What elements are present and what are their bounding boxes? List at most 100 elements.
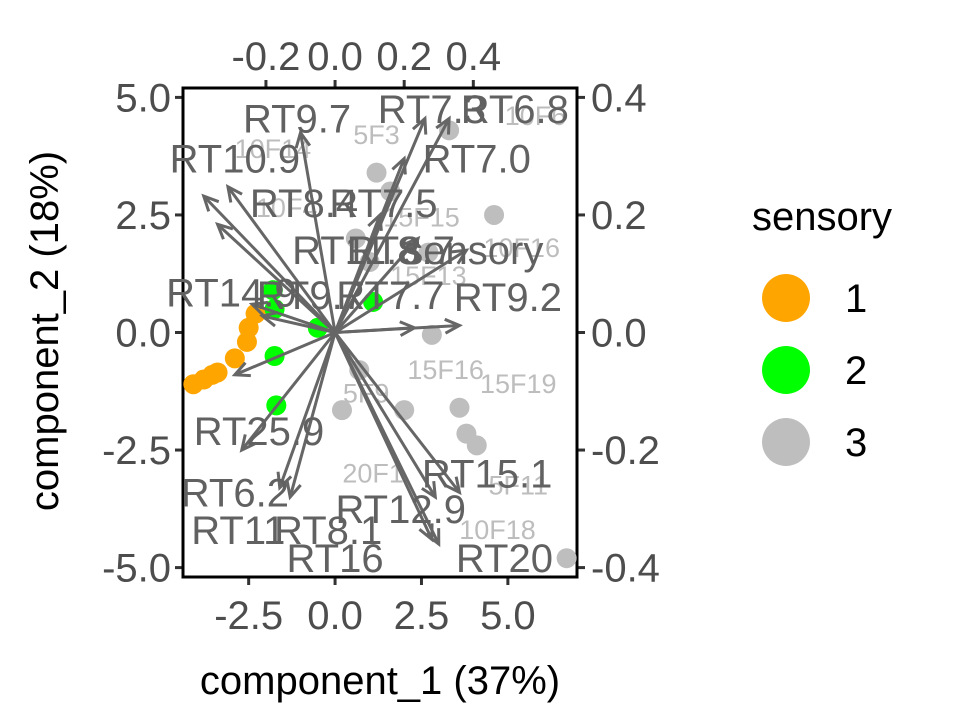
observation-label: 10F6 (505, 101, 567, 131)
right-tick-label: -0.2 (591, 429, 660, 473)
y-tick-label: -5.0 (102, 547, 171, 591)
variable-label: RT16 (287, 537, 384, 581)
y-tick-label: -2.5 (102, 429, 171, 473)
observation-label: 10F18 (459, 515, 536, 545)
x-tick-label: -2.5 (214, 594, 283, 638)
variable-label: RT8.4 (250, 182, 358, 226)
top-tick-label: 0.4 (446, 35, 502, 79)
bottom-axis-ticks: -2.5 0.0 2.5 5.0 (214, 577, 536, 638)
right-tick-label: 0.2 (591, 194, 647, 238)
variable-arrows (201, 115, 470, 548)
variable-label: sensory (403, 229, 543, 273)
loading-arrow (333, 331, 437, 498)
arrow-head (215, 222, 234, 240)
variable-label: RT8.1 (274, 509, 382, 553)
data-point (421, 324, 442, 345)
loading-arrow (288, 332, 337, 498)
right-tick-label: 0.4 (591, 76, 647, 120)
loading-arrow (216, 223, 337, 334)
x-tick-label: 0.0 (307, 594, 363, 638)
data-point (466, 435, 487, 456)
observation-label: 5F11 (488, 470, 548, 500)
data-point (207, 362, 228, 383)
variable-label: RT9.7 (257, 274, 365, 318)
arrow-head (276, 471, 293, 491)
arrow-head (239, 434, 257, 453)
data-point (366, 162, 387, 183)
right-tick-label: -0.4 (591, 547, 660, 591)
top-tick-label: -0.2 (231, 35, 300, 79)
top-tick-label: 0.0 (307, 35, 363, 79)
top-tick-label: 0.2 (376, 35, 432, 79)
variable-label: RT7.3 (378, 88, 486, 132)
variable-label: RT20 (456, 537, 553, 581)
y-tick-label: 2.5 (115, 194, 171, 238)
arrow-head (259, 310, 279, 328)
loading-arrow (278, 331, 337, 489)
arrow-head (225, 183, 243, 203)
arrow-head (391, 155, 407, 175)
loading-arrow (234, 331, 336, 377)
observation-label: 15F19 (480, 369, 557, 399)
variable-label: RT6.8 (461, 88, 569, 132)
variable-label: RT14.9 (166, 272, 296, 316)
x-axis-title: component_1 (37%) (200, 659, 560, 703)
variable-label: RT10.9 (170, 138, 300, 182)
legend: sensory 1 2 3 (752, 195, 892, 466)
loading-arrow (333, 331, 461, 494)
arrow-head (425, 528, 441, 548)
right-axis: -0.4 -0.2 0.0 0.2 0.4 (577, 76, 660, 591)
observation-label: 5F3 (353, 120, 400, 150)
arrow-head (402, 235, 421, 255)
arrow-head (231, 361, 251, 378)
top-axis: -0.2 0.0 0.2 0.4 (183, 35, 577, 90)
data-point (262, 280, 283, 301)
observation-label: 20F1 (342, 459, 404, 489)
legend-key-2 (762, 346, 810, 394)
variable-label: RT6.2 (181, 471, 289, 515)
right-tick-label: 0.0 (591, 312, 647, 356)
loading-arrow (251, 302, 336, 334)
variable-label: RT9.2 (454, 276, 562, 320)
legend-key-1 (762, 274, 810, 322)
variable-label: RT11 (191, 509, 285, 553)
variable-labels: RT9.7 RT7.3RT6.8RT7.0RT10.9RT8.4RT7.5RT11… (166, 88, 569, 581)
data-point (331, 400, 352, 421)
y-tick-label: 5.0 (115, 76, 171, 120)
variable-label: RT12.9 (336, 488, 466, 532)
legend-label: 1 (845, 277, 867, 321)
observation-label: 10F16 (483, 233, 560, 263)
legend-key-3 (762, 418, 810, 466)
loading-arrow (299, 132, 337, 333)
variable-label: RT15.1 (422, 453, 552, 497)
variable-label: RT7.7 (336, 274, 444, 318)
data-point (345, 228, 366, 249)
loading-arrow (334, 323, 460, 334)
arrow-head (294, 129, 312, 149)
data-point (556, 548, 577, 569)
data-point (484, 204, 505, 225)
x-tick-label: 5.0 (480, 594, 536, 638)
arrow-head (285, 481, 302, 501)
observation-points (183, 120, 577, 569)
variable-label: RT25.9 (194, 410, 324, 454)
y-axis-title: component_2 (18%) (23, 151, 67, 511)
variable-label: RT9.7 (243, 98, 351, 142)
data-point (449, 397, 470, 418)
observation-label: 15F16 (407, 355, 484, 385)
top-axis-ticks: -0.2 0.0 0.2 0.4 (231, 35, 501, 88)
variable-label: RT7.0 (423, 138, 531, 182)
legend-label: 2 (845, 349, 867, 393)
loading-arrow (240, 331, 337, 451)
plot-panel (181, 86, 579, 579)
data-point (224, 348, 245, 369)
arrow-head (444, 476, 462, 496)
arrow-head (367, 211, 383, 232)
variable-label: RT8.7 (347, 229, 455, 273)
arrow-head (248, 300, 269, 317)
observation-label: 10F4 (256, 193, 318, 223)
arrow-head (450, 248, 470, 265)
arrow-head (435, 115, 451, 135)
